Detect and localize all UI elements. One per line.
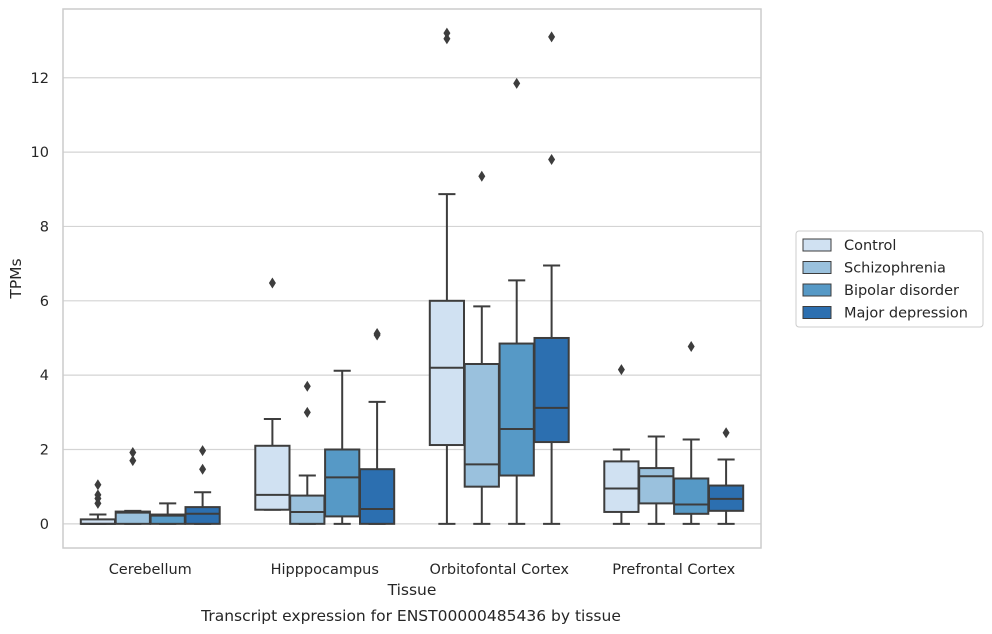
y-tick-label: 6 xyxy=(40,294,49,310)
box-0-3 xyxy=(603,364,640,525)
x-tick-label: Cerebellum xyxy=(109,562,192,578)
outlier-point xyxy=(722,427,730,439)
outlier-point xyxy=(548,154,556,166)
outlier-point xyxy=(94,479,102,491)
box-1-1 xyxy=(289,380,326,525)
legend-frame xyxy=(795,230,984,328)
outlier-point xyxy=(303,406,311,418)
box-rect xyxy=(184,506,221,525)
legend-swatch xyxy=(802,283,832,297)
outlier-point xyxy=(373,328,381,340)
box-0-0 xyxy=(79,479,117,525)
box-rect xyxy=(324,448,361,518)
box-rect xyxy=(463,362,500,488)
legend-label: Control xyxy=(844,238,896,254)
outlier-point xyxy=(199,463,207,475)
outlier-point xyxy=(129,455,137,467)
y-axis-label: TPMs xyxy=(7,258,25,299)
y-tick-label: 8 xyxy=(40,219,49,235)
legend-label: Major depression xyxy=(844,306,968,322)
legend-swatch xyxy=(802,306,832,319)
x-axis-ticks: Cerebellum Hipppocampus Orbitofontal Corte… xyxy=(109,562,736,578)
y-tick-label: 2 xyxy=(40,442,49,458)
y-tick-label: 0 xyxy=(40,517,49,533)
box-0-1 xyxy=(254,277,291,511)
outlier-point xyxy=(303,380,311,392)
outlier-point xyxy=(268,277,276,289)
outlier-point xyxy=(443,33,451,45)
plot-frame xyxy=(62,8,762,549)
y-tick-label: 4 xyxy=(40,368,49,384)
gridlines xyxy=(63,77,761,525)
box-rect xyxy=(428,299,466,447)
box-1-3 xyxy=(638,435,675,525)
box-rect xyxy=(358,468,396,525)
outlier-point xyxy=(199,445,207,457)
box-2-1 xyxy=(324,369,361,525)
box-rect xyxy=(289,494,326,525)
box-rect xyxy=(638,467,675,505)
legend-label: Schizophrenia xyxy=(844,261,946,277)
outlier-point xyxy=(94,489,102,501)
legend: Control Schizophrenia Bipolar disorder Majo… xyxy=(795,230,984,328)
box-1-0 xyxy=(114,446,151,525)
x-tick-label: Orbitofontal Cortex xyxy=(430,562,570,578)
box-2-3 xyxy=(673,341,710,525)
outlier-point xyxy=(513,77,521,89)
outlier-point xyxy=(478,170,486,182)
box-rect xyxy=(603,460,640,513)
legend-label: Bipolar disorder xyxy=(844,283,959,299)
box-1-2 xyxy=(463,170,500,525)
box-2-0 xyxy=(149,502,186,525)
y-tick-label: 12 xyxy=(31,71,49,87)
box-3-3 xyxy=(707,427,745,525)
outlier-point xyxy=(443,27,451,39)
box-rect xyxy=(498,342,535,477)
y-tick-label: 10 xyxy=(31,145,49,161)
box-3-0 xyxy=(184,445,221,525)
x-tick-label: Prefrontal Cortex xyxy=(612,562,735,578)
legend-swatch xyxy=(802,261,832,274)
y-axis-ticks: 0 2 4 6 8 10 12 xyxy=(31,71,49,533)
chart-caption: Transcript expression for ENST0000048543… xyxy=(200,607,621,625)
box-3-2 xyxy=(533,31,570,525)
box-rect xyxy=(673,477,710,515)
box-0-2 xyxy=(428,27,466,525)
box-rect xyxy=(533,336,570,444)
x-axis-label: Tissue xyxy=(387,581,437,599)
legend-swatch xyxy=(802,238,832,252)
x-tick-label: Hipppocampus xyxy=(271,562,379,578)
outlier-point xyxy=(687,341,695,353)
outlier-point xyxy=(129,446,137,458)
box-rect xyxy=(254,444,291,511)
box-3-1 xyxy=(358,328,396,525)
outlier-point xyxy=(617,364,625,376)
box-groups xyxy=(79,27,745,525)
outlier-point xyxy=(548,31,556,43)
